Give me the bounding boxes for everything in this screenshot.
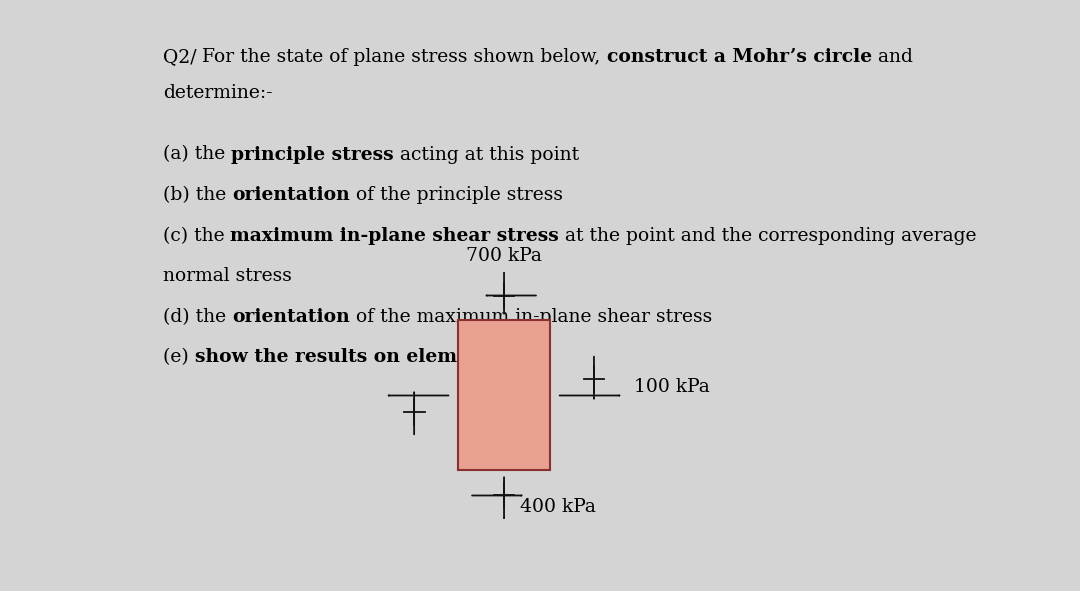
Text: (c) the: (c) the: [163, 226, 230, 245]
Text: normal stress: normal stress: [163, 267, 292, 285]
Bar: [458, 320, 550, 470]
Text: 100 kPa: 100 kPa: [634, 378, 710, 396]
Text: For the state of plane stress shown below,: For the state of plane stress shown belo…: [197, 48, 607, 66]
Text: (a) the: (a) the: [163, 145, 231, 164]
Text: Q2/: Q2/: [163, 48, 197, 66]
Text: acting at this point: acting at this point: [393, 145, 579, 164]
Text: orientation: orientation: [232, 308, 350, 326]
Text: principle stress: principle stress: [231, 145, 393, 164]
Text: maximum in-plane shear stress: maximum in-plane shear stress: [230, 226, 559, 245]
Text: of the maximum in-plane shear stress: of the maximum in-plane shear stress: [350, 308, 712, 326]
Text: determine:-: determine:-: [163, 85, 272, 102]
Text: construct a Mohr’s circle: construct a Mohr’s circle: [607, 48, 872, 66]
Text: 700 kPa: 700 kPa: [467, 247, 542, 265]
Text: (e): (e): [163, 348, 194, 366]
Text: (b) the: (b) the: [163, 186, 232, 204]
Text: of the principle stress: of the principle stress: [350, 186, 563, 204]
Text: and: and: [872, 48, 913, 66]
Text: (d) the: (d) the: [163, 308, 232, 326]
Text: show the results on elements: show the results on elements: [194, 348, 501, 366]
Text: 400 kPa: 400 kPa: [521, 498, 596, 517]
Text: orientation: orientation: [232, 186, 350, 204]
Text: at the point and the corresponding average: at the point and the corresponding avera…: [559, 226, 976, 245]
